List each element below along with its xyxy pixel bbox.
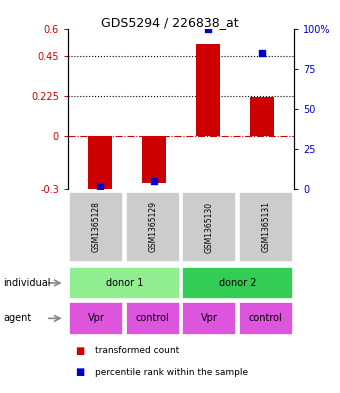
Text: Vpr: Vpr (201, 313, 218, 323)
Text: ■: ■ (75, 367, 84, 377)
Text: donor 2: donor 2 (219, 278, 256, 288)
Text: ■: ■ (75, 346, 84, 356)
Text: GSM1365128: GSM1365128 (92, 202, 101, 252)
Text: control: control (136, 313, 170, 323)
Bar (142, 136, 166, 183)
Bar (239, 302, 293, 334)
Text: transformed count: transformed count (95, 346, 180, 355)
Bar (126, 192, 180, 262)
Point (205, 26, 211, 33)
Text: agent: agent (3, 313, 32, 323)
Bar (88, 136, 113, 189)
Text: Vpr: Vpr (88, 313, 105, 323)
Point (259, 50, 265, 57)
Text: donor 1: donor 1 (106, 278, 143, 288)
Point (98, 184, 103, 190)
Point (151, 178, 157, 184)
Bar (196, 44, 220, 136)
Text: GDS5294 / 226838_at: GDS5294 / 226838_at (101, 16, 239, 29)
Text: individual: individual (3, 278, 51, 288)
Bar (126, 302, 180, 334)
Text: control: control (249, 313, 283, 323)
Bar (69, 302, 123, 334)
Text: percentile rank within the sample: percentile rank within the sample (95, 368, 248, 377)
Bar (182, 267, 293, 299)
Text: GSM1365131: GSM1365131 (261, 202, 270, 252)
Bar (182, 302, 236, 334)
Bar (182, 192, 236, 262)
Text: GSM1365130: GSM1365130 (205, 201, 214, 253)
Bar (69, 192, 123, 262)
Bar (69, 267, 180, 299)
Text: GSM1365129: GSM1365129 (148, 202, 157, 252)
Bar (250, 97, 274, 136)
Bar (239, 192, 293, 262)
